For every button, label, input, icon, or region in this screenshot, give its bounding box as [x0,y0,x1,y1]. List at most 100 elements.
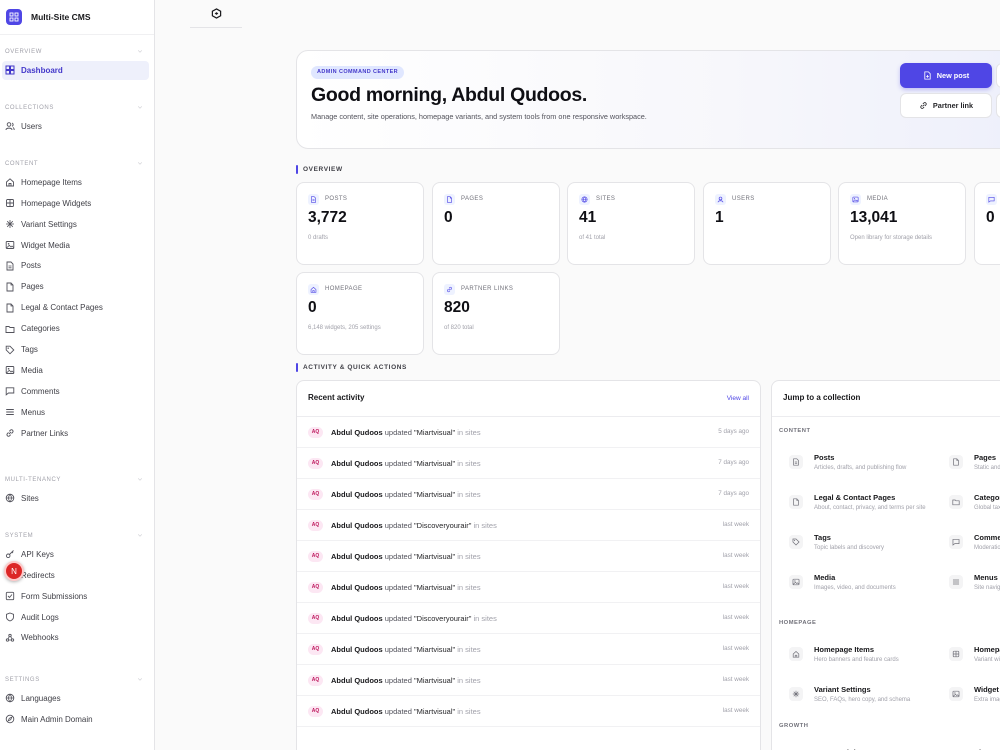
tag-icon [5,345,15,354]
extra-action-button[interactable] [996,63,1000,88]
collection-shortcut[interactable]: Categori Global tax [937,491,1000,525]
sidebar-item[interactable]: Partner Links [2,424,149,443]
stat-card[interactable]: 0 [974,182,1000,265]
sidebar-item[interactable]: Pages [2,277,149,296]
nav-group: CONTENT Homepage Items Homepage Widgets Var… [0,157,155,444]
sidebar-item-label: Menus [21,407,46,417]
brand[interactable]: Multi-Site CMS [0,0,154,35]
activity-text: Abdul Qudoos updated "Miartvisual" in si… [331,707,481,716]
shortcut-title: Categori [974,493,1000,502]
sidebar-item[interactable]: Users [2,117,149,136]
activity-row[interactable]: AQ Abdul Qudoos updated "Miartvisual" in … [297,479,760,510]
user-avatar-bubble[interactable]: N [4,561,24,581]
sidebar-item[interactable]: Menus [2,403,149,422]
nav-group: SETTINGS Languages Main Admin Domain [0,673,155,731]
collection-shortcut[interactable]: Homepa Variant wi [937,643,1000,677]
activity-verb: updated [384,551,412,561]
sparkle-icon [6,220,14,229]
topbar-toggle[interactable] [190,0,242,28]
activity-time: 7 days ago [718,459,749,466]
grid-icon [5,65,15,75]
collection-shortcut[interactable]: Sites [937,746,1000,750]
collection-shortcut[interactable]: Variant Settings SEO, FAQs, hero copy, an… [777,683,937,717]
nav-group-label[interactable]: OVERVIEW [0,45,155,59]
sidebar-item[interactable]: Homepage Items [2,173,149,192]
activity-target: "Miartvisual" [413,582,456,592]
collection-shortcut[interactable]: Widget M Extra imag [937,683,1000,717]
user-initials-avatar: AQ [308,581,323,593]
collection-shortcut[interactable]: Pages Static and [937,451,1000,485]
activity-row[interactable]: AQ Abdul Qudoos updated "Miartvisual" in … [297,634,760,665]
activity-text: Abdul Qudoos updated "Miartvisual" in si… [331,645,481,654]
view-all-link[interactable]: View all [726,395,749,402]
new-post-button[interactable]: New post [900,63,992,88]
sidebar-item[interactable]: Comments [2,382,149,401]
collection-shortcut[interactable]: Partner Links [777,746,937,750]
nav-icon [5,591,15,601]
collection-shortcut[interactable]: Posts Articles, drafts, and publishing fl… [777,451,937,485]
stat-value: 1 [715,209,724,226]
nav-group-label[interactable]: SYSTEM [0,529,155,543]
sidebar-item[interactable]: Media [2,361,149,380]
activity-row[interactable]: AQ Abdul Qudoos updated "Discoveryourair"… [297,510,760,541]
sidebar-item[interactable]: Sites [2,489,149,508]
sidebar-item[interactable]: Legal & Contact Pages [2,298,149,317]
sidebar-item[interactable]: Posts [2,256,149,275]
chevron-down-icon [137,50,143,53]
activity-target: "Miartvisual" [413,489,456,499]
collection-shortcut[interactable]: Tags Topic labels and discovery [777,531,937,565]
stat-card[interactable]: SITES 41 of 41 total [567,182,695,265]
nav-group-label[interactable]: SETTINGS [0,673,155,687]
stat-card[interactable]: POSTS 3,772 0 drafts [296,182,424,265]
collection-shortcut[interactable]: Commer Moderatio [937,531,1000,565]
stat-note: of 820 total [444,325,474,331]
sidebar-item[interactable]: API Keys [2,545,149,564]
activity-row[interactable]: AQ Abdul Qudoos updated "Miartvisual" in … [297,541,760,572]
sidebar-item[interactable]: Redirects [2,566,149,585]
collection-shortcut[interactable]: Media Images, video, and documents [777,571,937,605]
activity-row[interactable]: AQ Abdul Qudoos updated "Miartvisual" in … [297,417,760,448]
nav-group-label[interactable]: COLLECTIONS [0,101,155,115]
recent-activity-panel: Recent activity View all AQ Abdul Qudoos … [296,380,761,750]
home-icon [792,650,800,658]
collection-shortcut[interactable]: Menus Site navig [937,571,1000,605]
sidebar-item[interactable]: Variant Settings [2,215,149,234]
sidebar-item[interactable]: Form Submissions [2,587,149,606]
sidebar-item[interactable]: Dashboard [2,60,149,80]
collection-shortcut[interactable]: Homepage Items Hero banners and feature c… [777,643,937,677]
comment-icon [952,539,960,546]
activity-time: last week [722,614,749,621]
partner-link-button[interactable]: Partner link [900,93,992,118]
user-initials-avatar: AQ [308,457,323,469]
shortcut-title: Legal & Contact Pages [814,493,896,502]
file-plus-icon [924,71,931,80]
activity-collection: in sites [457,644,481,654]
extra-secondary-button[interactable] [996,93,1000,118]
activity-row[interactable]: AQ Abdul Qudoos updated "Discoveryourair"… [297,603,760,634]
stat-card[interactable]: PARTNER LINKS 820 of 820 total [432,272,560,355]
activity-row[interactable]: AQ Abdul Qudoos updated "Miartvisual" in … [297,448,760,479]
activity-row[interactable]: AQ Abdul Qudoos updated "Miartvisual" in … [297,572,760,603]
activity-row[interactable]: AQ Abdul Qudoos updated "Miartvisual" in … [297,696,760,727]
sidebar-item[interactable]: Homepage Widgets [2,194,149,213]
stat-card[interactable]: PAGES 0 [432,182,560,265]
stat-card[interactable]: USERS 1 [703,182,831,265]
home-icon [310,286,317,293]
sidebar-item[interactable]: Tags [2,340,149,359]
sidebar-item[interactable]: Languages [2,689,149,708]
stat-card[interactable]: HOMEPAGE 0 6,148 widgets, 205 settings [296,272,424,355]
activity-row[interactable]: AQ Abdul Qudoos updated "Miartvisual" in … [297,665,760,696]
sidebar-item[interactable]: Audit Logs [2,608,149,627]
sidebar-item[interactable]: Main Admin Domain [2,710,149,729]
tag-icon [792,538,800,546]
stat-card[interactable]: MEDIA 13,041 Open library for storage deta… [838,182,966,265]
nav-group-label[interactable]: MULTI-TENANCY [0,473,155,487]
sidebar-item[interactable]: Webhooks [2,628,149,647]
nav-group-label[interactable]: CONTENT [0,157,155,171]
link-icon [447,286,452,293]
activity-time: last week [722,707,749,714]
sidebar-item[interactable]: Widget Media [2,236,149,255]
collection-shortcut[interactable]: Legal & Contact Pages About, contact, pri… [777,491,937,525]
activity-target: "Miartvisual" [413,551,456,561]
sidebar-item[interactable]: Categories [2,319,149,338]
